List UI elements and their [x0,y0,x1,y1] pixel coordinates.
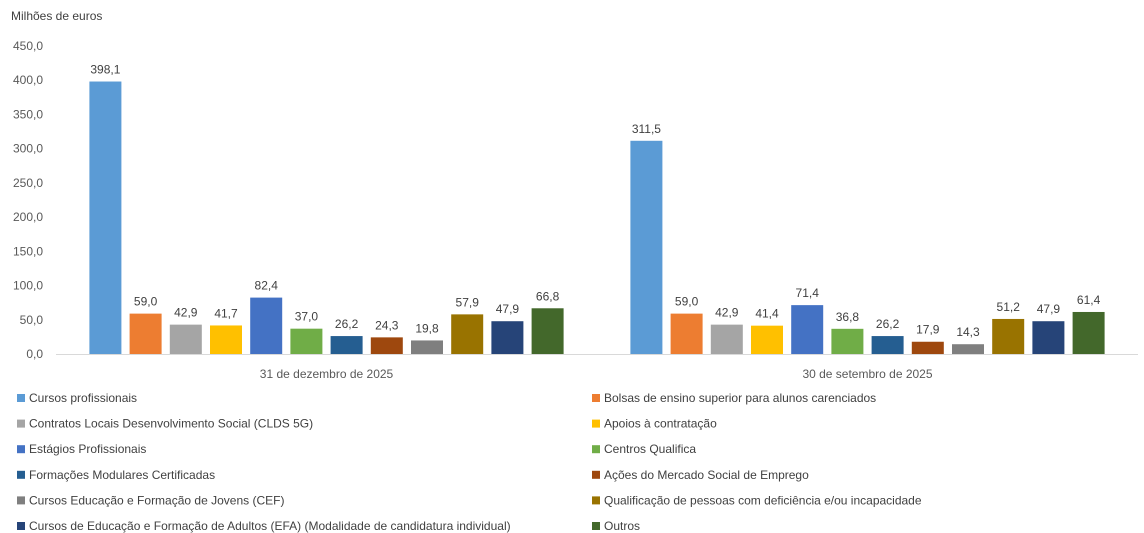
bar [451,314,484,354]
bar [952,344,984,354]
bar [491,321,524,354]
legend-label: Formações Modulares Certificadas [29,468,215,482]
data-label: 26,2 [876,317,900,331]
legend-label: Ações do Mercado Social de Emprego [604,468,809,482]
data-label: 59,0 [134,295,158,309]
legend-swatch [17,470,25,479]
bar [911,341,944,354]
data-label: 14,3 [956,325,980,339]
data-label: 82,4 [255,279,279,293]
legend-swatch [592,419,600,428]
bar [210,325,242,354]
y-tick-label: 300,0 [13,142,43,156]
y-tick-label: 350,0 [13,107,43,121]
legend-swatch [592,470,600,479]
bar [791,305,824,354]
data-label: 51,2 [997,300,1021,314]
bar [370,337,403,354]
legend-label: Outros [604,519,640,533]
bar [871,336,904,354]
bar [1072,311,1105,354]
data-label: 42,9 [174,306,198,320]
bar [290,328,323,354]
data-label: 42,9 [715,306,739,320]
legend-label: Contratos Locais Desenvolvimento Social … [29,417,313,431]
legend-swatch [17,394,25,402]
bar [710,324,743,354]
x-tick-label: 30 de setembro de 2025 [802,367,932,381]
bar [670,313,703,354]
y-tick-label: 250,0 [13,176,43,190]
bar [129,313,162,354]
data-label: 61,4 [1077,293,1101,307]
x-tick-label: 31 de dezembro de 2025 [260,367,394,381]
legend-swatch [592,394,600,402]
legend-swatch [17,522,25,530]
data-label: 37,0 [295,310,319,324]
y-tick-label: 100,0 [13,279,43,293]
legend-label: Qualificação de pessoas com deficiência … [604,493,922,507]
data-label: 17,9 [916,323,940,337]
data-label: 71,4 [796,286,820,300]
data-label: 47,9 [496,302,520,316]
bar [330,336,363,354]
legend-swatch [592,496,600,505]
bar [250,297,283,354]
y-axis-label: Milhões de euros [11,9,102,23]
bar [992,318,1025,354]
data-label: 26,2 [335,317,359,331]
legend-label: Estágios Profissionais [29,442,146,456]
y-tick-label: 400,0 [13,73,43,87]
data-label: 41,4 [755,307,779,321]
data-label: 41,7 [214,306,238,320]
legend-label: Bolsas de ensino superior para alunos ca… [604,391,876,405]
bar [831,328,864,354]
data-label: 66,8 [536,289,560,303]
bar [751,325,783,354]
bar [630,140,663,354]
y-tick-label: 150,0 [13,244,43,258]
y-tick-label: 450,0 [13,39,43,53]
legend-swatch [17,445,25,454]
legend-swatch [592,445,600,454]
legend-swatch [592,522,600,530]
data-label: 47,9 [1037,302,1061,316]
legend-label: Cursos de Educação e Formação de Adultos… [29,519,511,533]
legend-label: Apoios à contratação [604,417,717,431]
legend-label: Cursos Educação e Formação de Jovens (CE… [29,493,284,507]
data-label: 398,1 [90,63,120,77]
data-label: 24,3 [375,318,399,332]
legend-swatch [17,419,25,428]
data-label: 57,9 [456,295,480,309]
data-label: 36,8 [836,310,860,324]
data-label: 59,0 [675,295,699,309]
y-tick-label: 200,0 [13,210,43,224]
legend-label: Centros Qualifica [604,442,696,456]
legend-label: Cursos profissionais [29,391,137,405]
bar [411,340,443,354]
data-label: 19,8 [415,321,439,335]
bar [169,324,202,354]
legend-swatch [17,496,25,505]
y-tick-label: 50,0 [20,313,44,327]
y-tick-label: 0,0 [26,347,43,361]
bar [1032,321,1065,354]
data-label: 311,5 [632,122,661,136]
bar [531,308,564,354]
bar [89,81,122,354]
